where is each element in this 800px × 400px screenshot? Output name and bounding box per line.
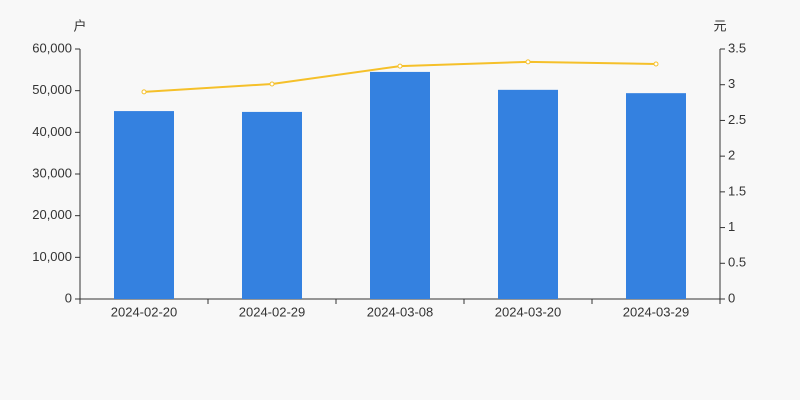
y-tick-label: 20,000 xyxy=(32,207,72,222)
bar xyxy=(370,71,430,300)
x-tick-label: 2024-02-20 xyxy=(111,304,178,319)
x-tick-label: 2024-03-29 xyxy=(623,304,690,319)
y-tick-label: 40,000 xyxy=(32,124,72,139)
y-tick-label: 10,000 xyxy=(32,249,72,264)
line-point xyxy=(525,59,531,65)
line-point xyxy=(397,63,403,69)
y-tick-label: 0 xyxy=(65,290,72,305)
y2-tick-label: 2.5 xyxy=(728,112,746,127)
bar xyxy=(626,93,686,300)
bar xyxy=(498,89,558,299)
line-point xyxy=(269,81,275,87)
y2-tick-label: 2 xyxy=(728,148,735,163)
bar xyxy=(114,111,174,299)
x-tick-label: 2024-03-08 xyxy=(367,304,434,319)
y2-tick-label: 1 xyxy=(728,219,735,234)
line-point xyxy=(653,61,659,67)
y2-tick-label: 0.5 xyxy=(728,255,746,270)
y2-tick-label: 0 xyxy=(728,290,735,305)
y-tick-label: 50,000 xyxy=(32,82,72,97)
y2-tick-label: 3.5 xyxy=(728,40,746,55)
y-tick-label: 30,000 xyxy=(32,165,72,180)
y2-tick-label: 3 xyxy=(728,76,735,91)
line-point xyxy=(141,89,147,95)
y-tick-label: 60,000 xyxy=(32,40,72,55)
y2-axis-unit: 元 xyxy=(713,18,726,33)
y2-tick-label: 1.5 xyxy=(728,183,746,198)
x-tick-label: 2024-03-20 xyxy=(495,304,562,319)
x-tick-label: 2024-02-29 xyxy=(239,304,306,319)
bar xyxy=(242,111,302,300)
y-axis-unit: 户 xyxy=(73,18,86,33)
